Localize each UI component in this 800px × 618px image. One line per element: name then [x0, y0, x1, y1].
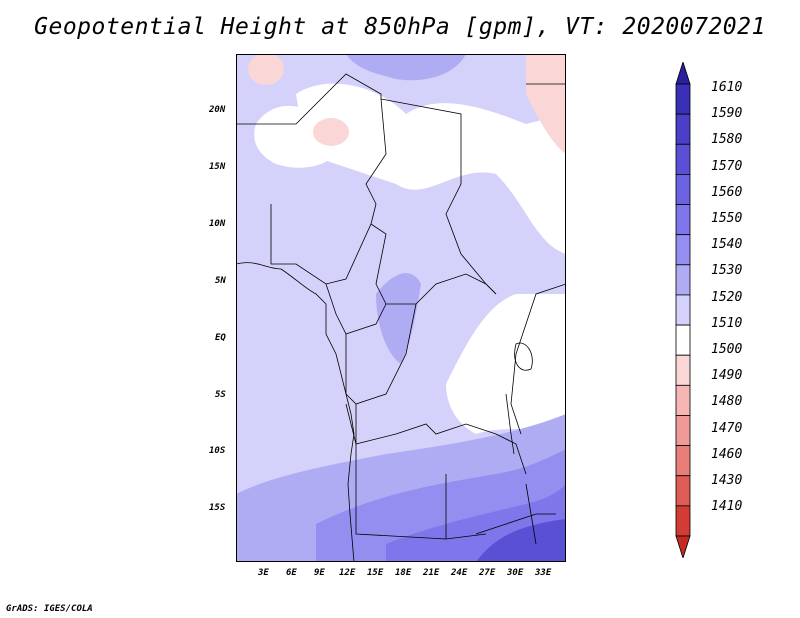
legend-swatch-top: [675, 62, 691, 85]
lon-label-27e: 27E: [479, 568, 496, 578]
legend-label: 1490: [711, 368, 743, 384]
lon-label-30e: 30E: [507, 568, 524, 578]
legend-swatches: [675, 62, 691, 558]
lon-label-12e: 12E: [339, 568, 356, 578]
legend-label: 1580: [711, 132, 743, 148]
field-white-north: [296, 83, 566, 254]
legend-label: 1460: [711, 446, 743, 462]
field-warm-3: [526, 54, 566, 154]
field-white-east: [446, 294, 566, 434]
map-frame: [236, 54, 566, 562]
legend-swatch: [675, 354, 691, 386]
legend-label: 1560: [711, 184, 743, 200]
legend-label: 1540: [711, 237, 743, 253]
legend-swatch: [675, 174, 691, 205]
grads-credit: GrADS: IGES/COLA: [6, 604, 93, 614]
lon-label-33e: 33E: [535, 568, 552, 578]
lat-label-10n: 10N: [209, 219, 226, 229]
lat-label-15n: 15N: [209, 162, 226, 172]
field-warm-1: [313, 118, 349, 146]
lon-label-18e: 18E: [395, 568, 412, 578]
legend-label: 1590: [711, 106, 743, 122]
lakes: [505, 342, 537, 545]
legend-swatch: [675, 294, 691, 326]
country-borders: [236, 73, 566, 540]
legend-swatch: [675, 384, 691, 416]
field-white-northwest: [254, 105, 338, 168]
lat-label-5s: 5S: [215, 390, 226, 400]
legend-swatch: [675, 264, 691, 296]
legend-label: 1410: [711, 499, 743, 515]
field-1530-central: [376, 273, 421, 364]
lat-label-eq: EQ: [215, 333, 226, 343]
legend-label: 1610: [711, 80, 743, 95]
geopotential-map: [236, 54, 566, 562]
legend-label: 1430: [711, 473, 743, 488]
legend-swatch-bottom: [675, 535, 691, 558]
legend-swatch: [675, 83, 691, 115]
legend-swatch: [675, 204, 691, 236]
legend-swatch: [675, 324, 691, 356]
legend-swatch: [675, 415, 691, 447]
lon-label-9e: 9E: [314, 568, 325, 578]
lat-label-5n: 5N: [215, 276, 226, 286]
legend-label: 1510: [711, 315, 743, 331]
field-1530-north: [346, 54, 466, 81]
lon-label-15e: 15E: [367, 568, 384, 578]
lon-label-6e: 6E: [286, 568, 297, 578]
legend-swatch: [675, 445, 691, 477]
map-title: Geopotential Height at 850hPa [gpm], VT:…: [34, 14, 766, 40]
legend-label: 1530: [711, 263, 743, 279]
field-1560-south: [476, 519, 566, 562]
legend-label: 1520: [711, 289, 743, 305]
lat-label-20n: 20N: [209, 105, 226, 115]
lon-label-24e: 24E: [451, 568, 468, 578]
color-legend: [675, 62, 691, 558]
legend-label: 1570: [711, 158, 743, 174]
legend-label: 1550: [711, 211, 743, 226]
lat-label-15s: 15S: [209, 503, 226, 513]
legend-swatch: [675, 475, 691, 507]
lon-label-21e: 21E: [423, 568, 440, 578]
legend-swatch: [675, 505, 691, 537]
lat-label-10s: 10S: [209, 446, 226, 456]
legend-swatch: [675, 113, 691, 145]
field-warm-2: [248, 54, 284, 85]
legend-label: 1500: [711, 342, 743, 357]
legend-swatch: [675, 234, 691, 266]
lon-label-3e: 3E: [258, 568, 269, 578]
legend-label: 1480: [711, 394, 743, 410]
coastline: [236, 262, 355, 562]
legend-swatch: [675, 143, 691, 175]
legend-label: 1470: [711, 420, 743, 436]
